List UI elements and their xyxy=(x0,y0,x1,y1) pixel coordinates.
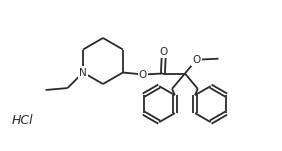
Text: O: O xyxy=(139,69,147,79)
Text: N: N xyxy=(79,67,87,77)
Text: O: O xyxy=(160,47,168,56)
Text: O: O xyxy=(192,55,201,65)
Text: HCl: HCl xyxy=(12,114,34,127)
